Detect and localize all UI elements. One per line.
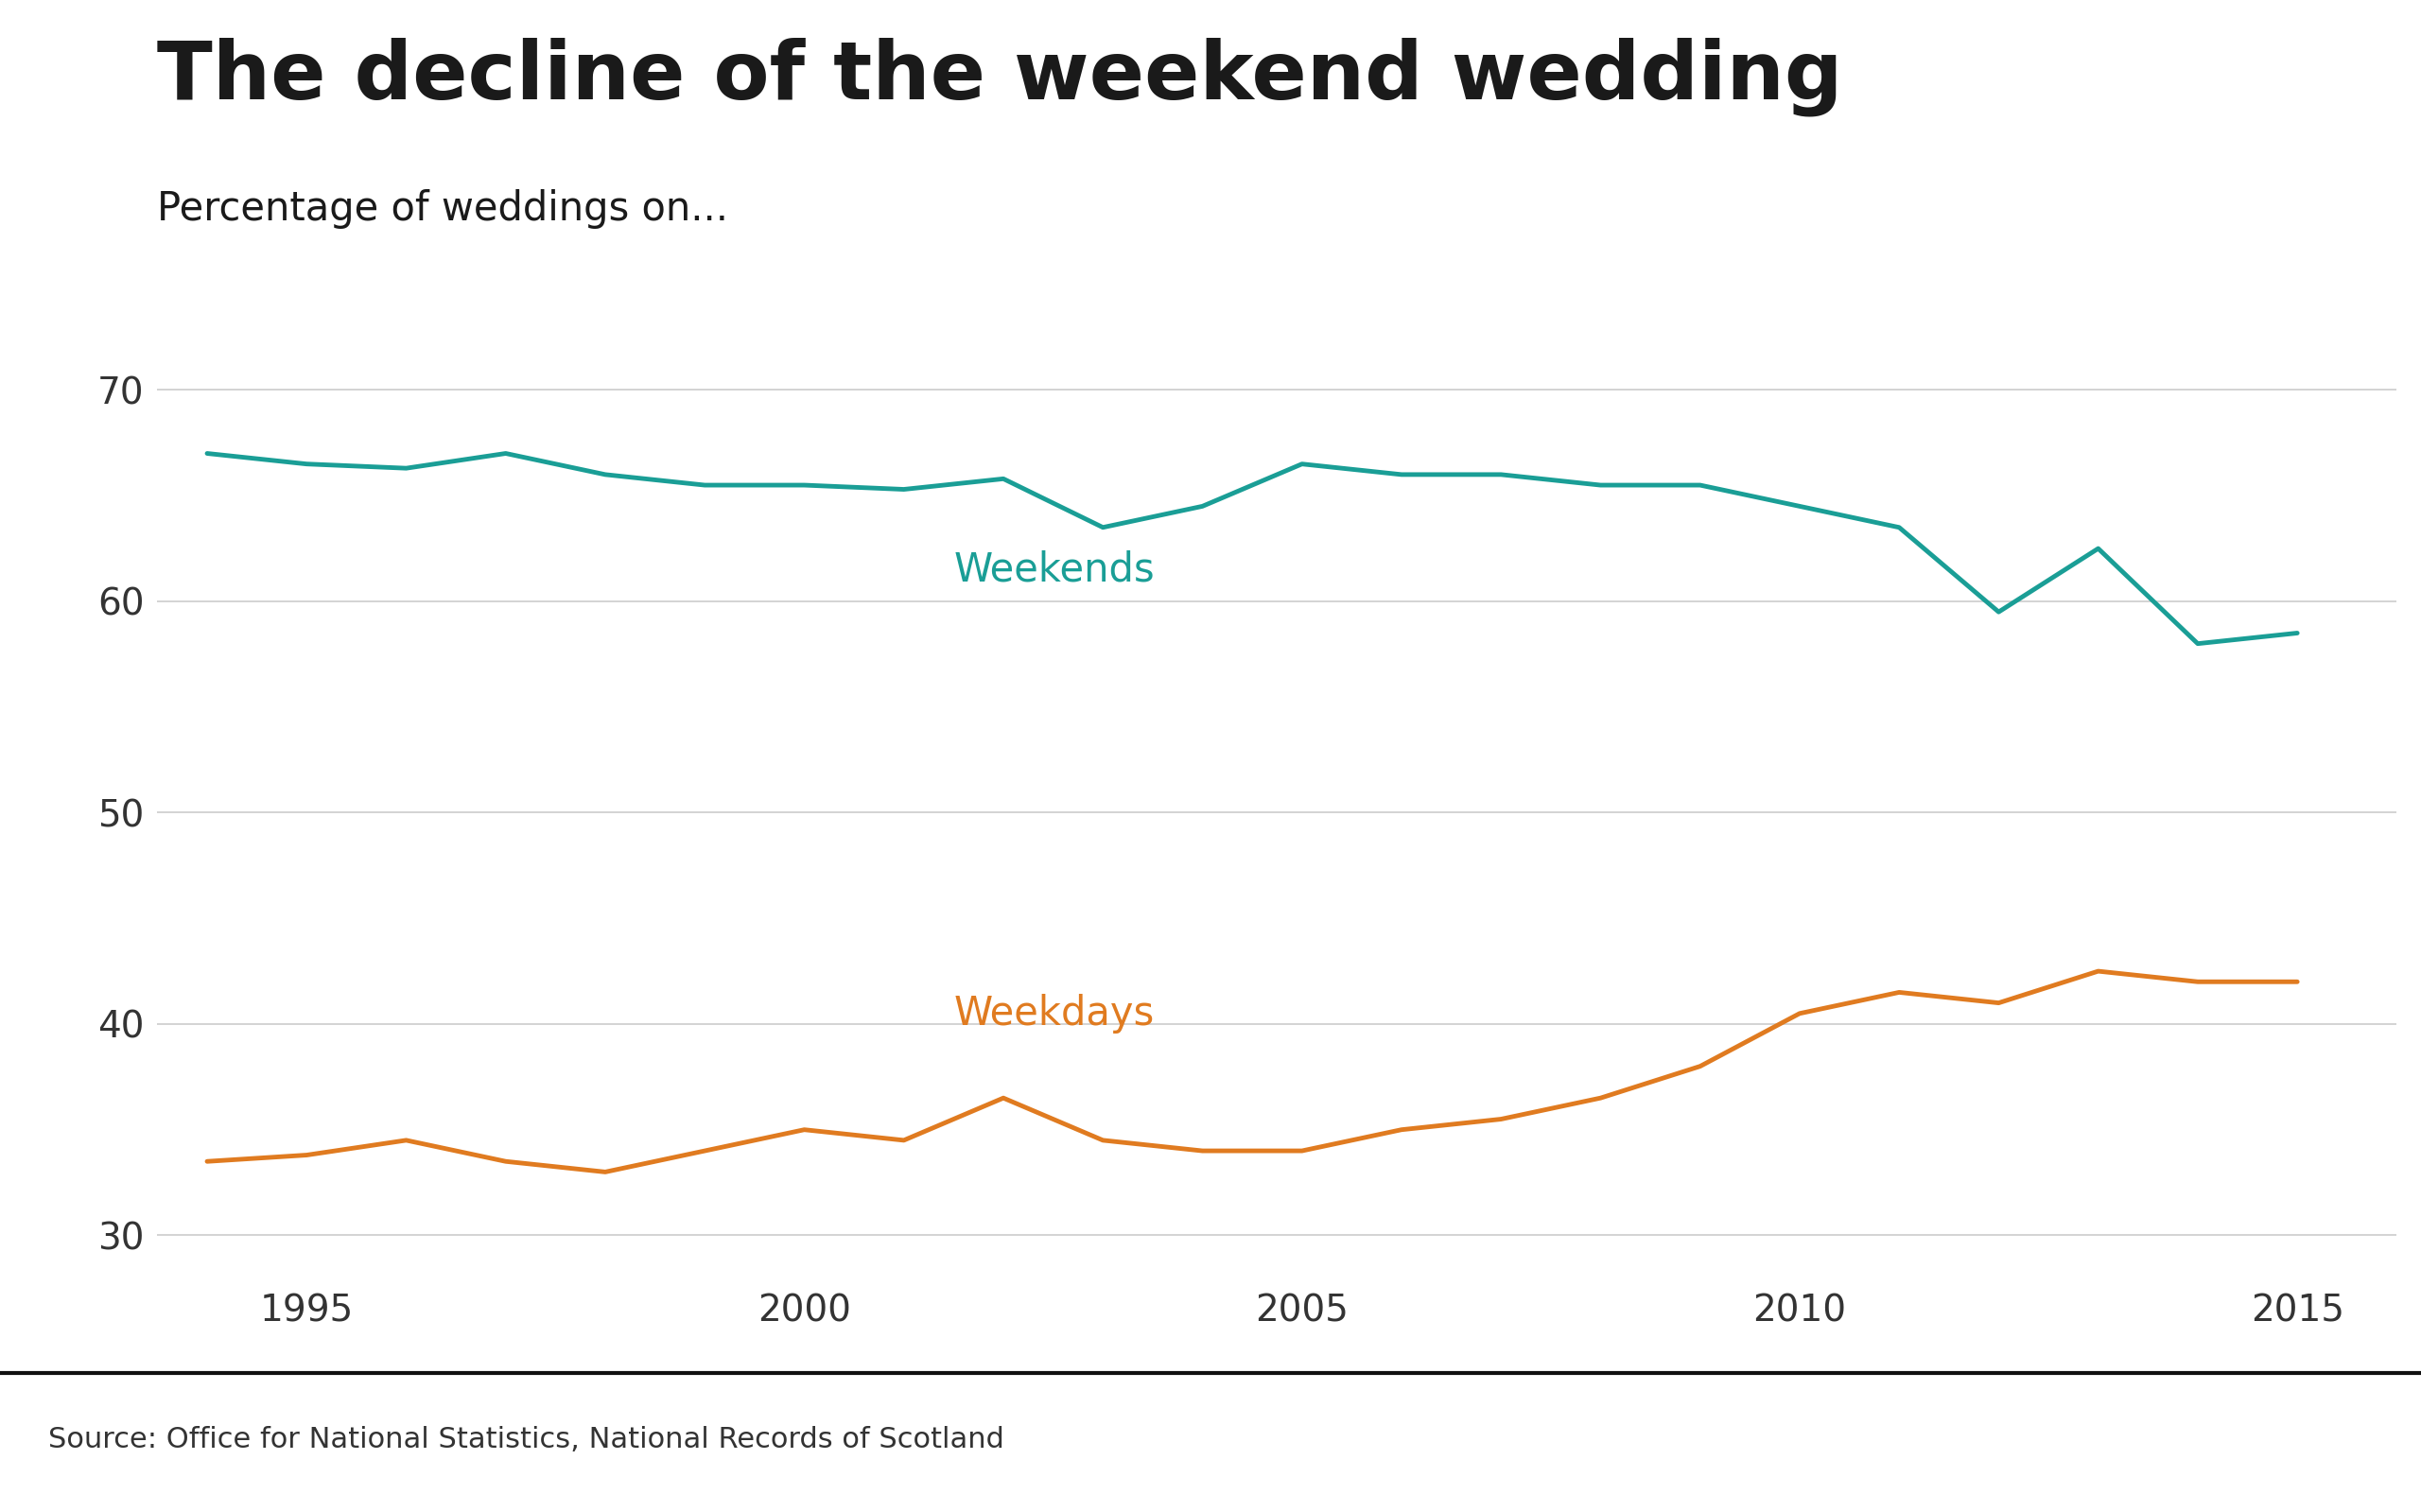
Text: Percentage of weddings on...: Percentage of weddings on...	[157, 189, 729, 228]
Text: Weekends: Weekends	[954, 550, 1155, 590]
Text: Weekdays: Weekdays	[954, 993, 1155, 1033]
Text: The decline of the weekend wedding: The decline of the weekend wedding	[157, 38, 1842, 116]
Text: C: C	[2346, 1421, 2375, 1461]
Text: B: B	[2172, 1421, 2201, 1461]
Text: Source: Office for National Statistics, National Records of Scotland: Source: Office for National Statistics, …	[48, 1426, 1005, 1453]
Text: B: B	[2259, 1421, 2288, 1461]
